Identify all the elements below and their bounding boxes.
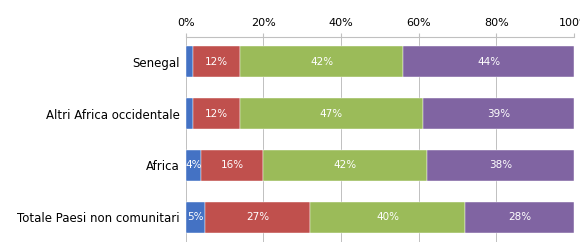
Bar bbox=[193, 98, 240, 129]
Bar bbox=[426, 150, 574, 181]
Text: 44%: 44% bbox=[477, 57, 501, 67]
Bar bbox=[186, 98, 193, 129]
Bar bbox=[263, 150, 426, 181]
Bar bbox=[403, 46, 574, 77]
Text: 40%: 40% bbox=[376, 212, 399, 222]
Bar bbox=[201, 150, 263, 181]
Bar bbox=[186, 202, 205, 233]
Text: 47%: 47% bbox=[320, 109, 343, 119]
Text: 27%: 27% bbox=[246, 212, 269, 222]
Bar bbox=[423, 98, 574, 129]
Text: 12%: 12% bbox=[205, 57, 229, 67]
Text: 42%: 42% bbox=[310, 57, 333, 67]
Text: 28%: 28% bbox=[508, 212, 531, 222]
Text: 42%: 42% bbox=[334, 161, 357, 170]
Text: 39%: 39% bbox=[487, 109, 510, 119]
Bar bbox=[193, 46, 240, 77]
Text: 16%: 16% bbox=[220, 161, 244, 170]
Text: 5%: 5% bbox=[187, 212, 204, 222]
Bar bbox=[465, 202, 574, 233]
Bar bbox=[186, 150, 201, 181]
Bar bbox=[310, 202, 465, 233]
Bar bbox=[240, 98, 423, 129]
Text: 12%: 12% bbox=[205, 109, 229, 119]
Text: 38%: 38% bbox=[489, 161, 512, 170]
Bar bbox=[205, 202, 310, 233]
Bar bbox=[186, 46, 193, 77]
Bar bbox=[240, 46, 403, 77]
Text: 4%: 4% bbox=[185, 161, 202, 170]
